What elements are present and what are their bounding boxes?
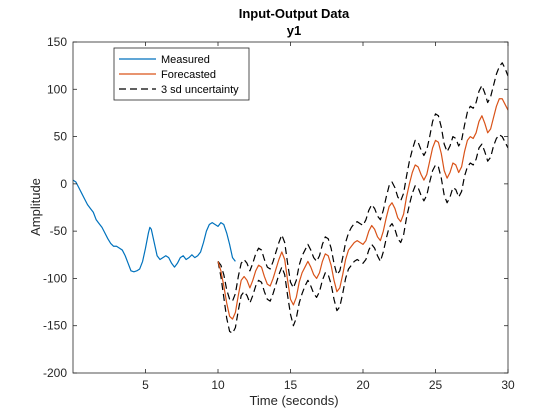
x-tick-label: 10 [211,378,225,392]
y-tick-label: -50 [50,224,68,238]
y-tick-label: -150 [43,319,67,333]
chart-subtitle: y1 [287,23,301,38]
x-axis-label: Time (seconds) [249,393,338,408]
legend-label: Forecasted [161,69,216,81]
series-line [217,134,508,334]
x-tick-label: 20 [356,378,370,392]
series-line [73,179,236,273]
series-line [217,62,508,302]
legend-label: Measured [161,54,210,66]
y-tick-label: -200 [43,366,67,380]
x-tick-label: 15 [284,378,298,392]
x-axis-ticks: 5 10 15 20 25 30 [142,42,515,392]
chart-title: Input-Output Data [239,6,350,21]
legend: Measured Forecasted 3 sd uncertainty [113,47,250,101]
y-axis-ticks: 150 100 50 0 -50 -100 -150 -200 [43,35,508,380]
series-line [217,98,508,320]
y-tick-label: 0 [60,177,67,191]
x-tick-label: 25 [429,378,443,392]
x-tick-label: 30 [501,378,515,392]
y-tick-label: -100 [43,271,67,285]
y-tick-label: 50 [54,130,68,144]
legend-label: 3 sd uncertainty [161,84,239,96]
x-tick-label: 5 [142,378,149,392]
y-axis-label: Amplitude [28,178,43,236]
y-tick-label: 150 [47,35,67,49]
y-tick-label: 100 [47,82,67,96]
series-layer [73,62,508,334]
